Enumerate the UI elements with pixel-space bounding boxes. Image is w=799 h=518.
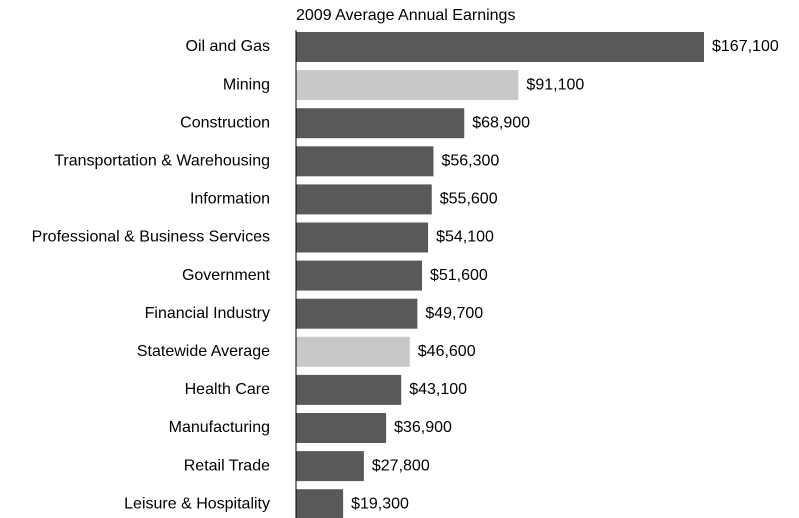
value-label: $55,600 [440,191,498,208]
value-label: $68,900 [472,114,530,131]
value-label: $51,600 [430,267,488,284]
bar [296,336,410,367]
category-label: Construction [180,114,270,131]
value-label: $43,100 [409,381,467,398]
bar [296,451,364,482]
category-label: Professional & Business Services [32,229,270,246]
value-label: $49,700 [425,305,483,322]
category-label: Manufacturing [169,419,270,436]
bar [296,32,704,62]
bar [296,222,429,253]
bar [296,298,418,329]
value-label: $27,800 [372,457,430,474]
category-label: Information [190,191,270,208]
value-label: $54,100 [436,229,494,246]
category-label: Mining [223,76,270,93]
category-label: Transportation & Warehousing [54,153,270,170]
bar [296,146,434,177]
value-label: $167,100 [712,38,779,55]
category-label: Oil and Gas [186,38,270,55]
bar [296,489,344,518]
bar [296,70,519,101]
chart-title: 2009 Average Annual Earnings [296,7,515,24]
bar [296,184,432,215]
bar [296,260,422,291]
category-label: Government [182,267,271,284]
value-label: $91,100 [526,76,584,93]
bar [296,374,402,405]
value-label: $46,600 [418,343,476,360]
bar [296,413,387,443]
value-label: $19,300 [351,495,409,512]
category-label: Retail Trade [184,457,270,474]
value-label: $56,300 [441,153,499,170]
value-label: $36,900 [394,419,452,436]
category-label: Leisure & Hospitality [124,495,270,512]
bar [296,108,465,139]
category-label: Health Care [185,381,270,398]
category-label: Financial Industry [145,305,270,322]
category-label: Statewide Average [137,343,270,360]
